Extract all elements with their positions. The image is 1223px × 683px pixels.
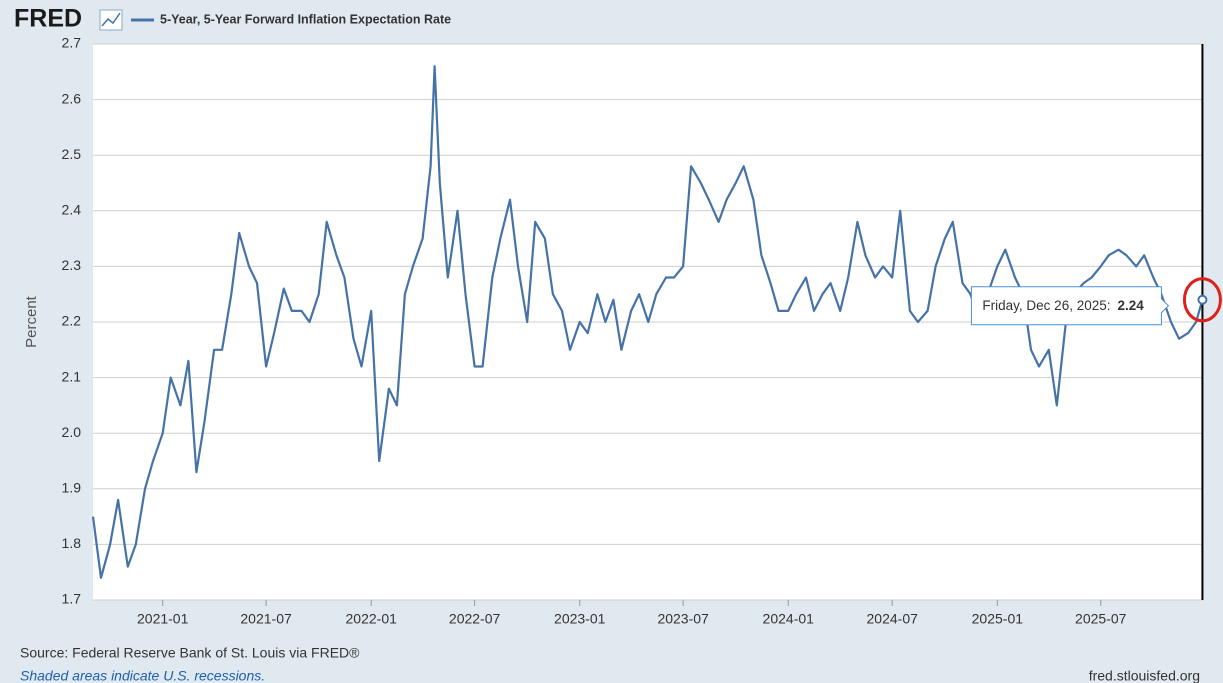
source: Source: Federal Reserve Bank of St. Loui… xyxy=(20,645,360,661)
x-tick-label: 2021-07 xyxy=(240,611,292,627)
x-tick-label: 2023-07 xyxy=(657,611,709,627)
x-tick-label: 2021-01 xyxy=(137,611,189,627)
site: fred.stlouisfed.org xyxy=(1089,668,1200,683)
y-tick-label: 2.0 xyxy=(62,424,82,440)
y-tick-label: 1.7 xyxy=(62,591,82,607)
tooltip-box xyxy=(970,286,1170,326)
brand-logo: FRED xyxy=(14,5,82,33)
x-tick-label: 2025-01 xyxy=(972,611,1024,627)
y-tick-label: 2.7 xyxy=(62,35,82,51)
tooltip-value: 2.24 xyxy=(1118,297,1145,312)
series-line xyxy=(91,65,1204,579)
y-tick-label: 1.8 xyxy=(62,535,82,551)
logo-icon xyxy=(99,9,123,31)
y-axis-label: Percent xyxy=(23,295,40,348)
y-tick-label: 2.5 xyxy=(62,146,82,162)
x-tick-label: 2022-01 xyxy=(346,611,398,627)
y-tick-label: 2.3 xyxy=(62,257,82,273)
x-tick-label: 2024-07 xyxy=(867,611,919,627)
y-tick-label: 2.1 xyxy=(62,368,82,384)
y-tick-label: 1.9 xyxy=(62,480,82,496)
x-tick-label: 2023-01 xyxy=(554,611,606,627)
y-tick-label: 2.2 xyxy=(62,313,82,329)
x-tick-label: 2025-07 xyxy=(1075,611,1127,627)
legend-label: 5-Year, 5-Year Forward Inflation Expecta… xyxy=(160,12,451,26)
x-tick-label: 2022-07 xyxy=(449,611,501,627)
tooltip-text: Friday, Dec 26, 2025: 2.24 xyxy=(982,297,1144,312)
x-tick-label: 2024-01 xyxy=(763,611,815,627)
highlight-circle xyxy=(1182,277,1222,323)
logo-icon-line xyxy=(101,12,121,27)
tooltip-label: Friday, Dec 26, 2025: xyxy=(982,297,1110,312)
hover-point xyxy=(1197,294,1208,305)
recession-note[interactable]: Shaded areas indicate U.S. recessions. xyxy=(20,668,265,683)
y-tick-label: 2.4 xyxy=(62,202,82,218)
y-tick-label: 2.6 xyxy=(62,90,82,106)
